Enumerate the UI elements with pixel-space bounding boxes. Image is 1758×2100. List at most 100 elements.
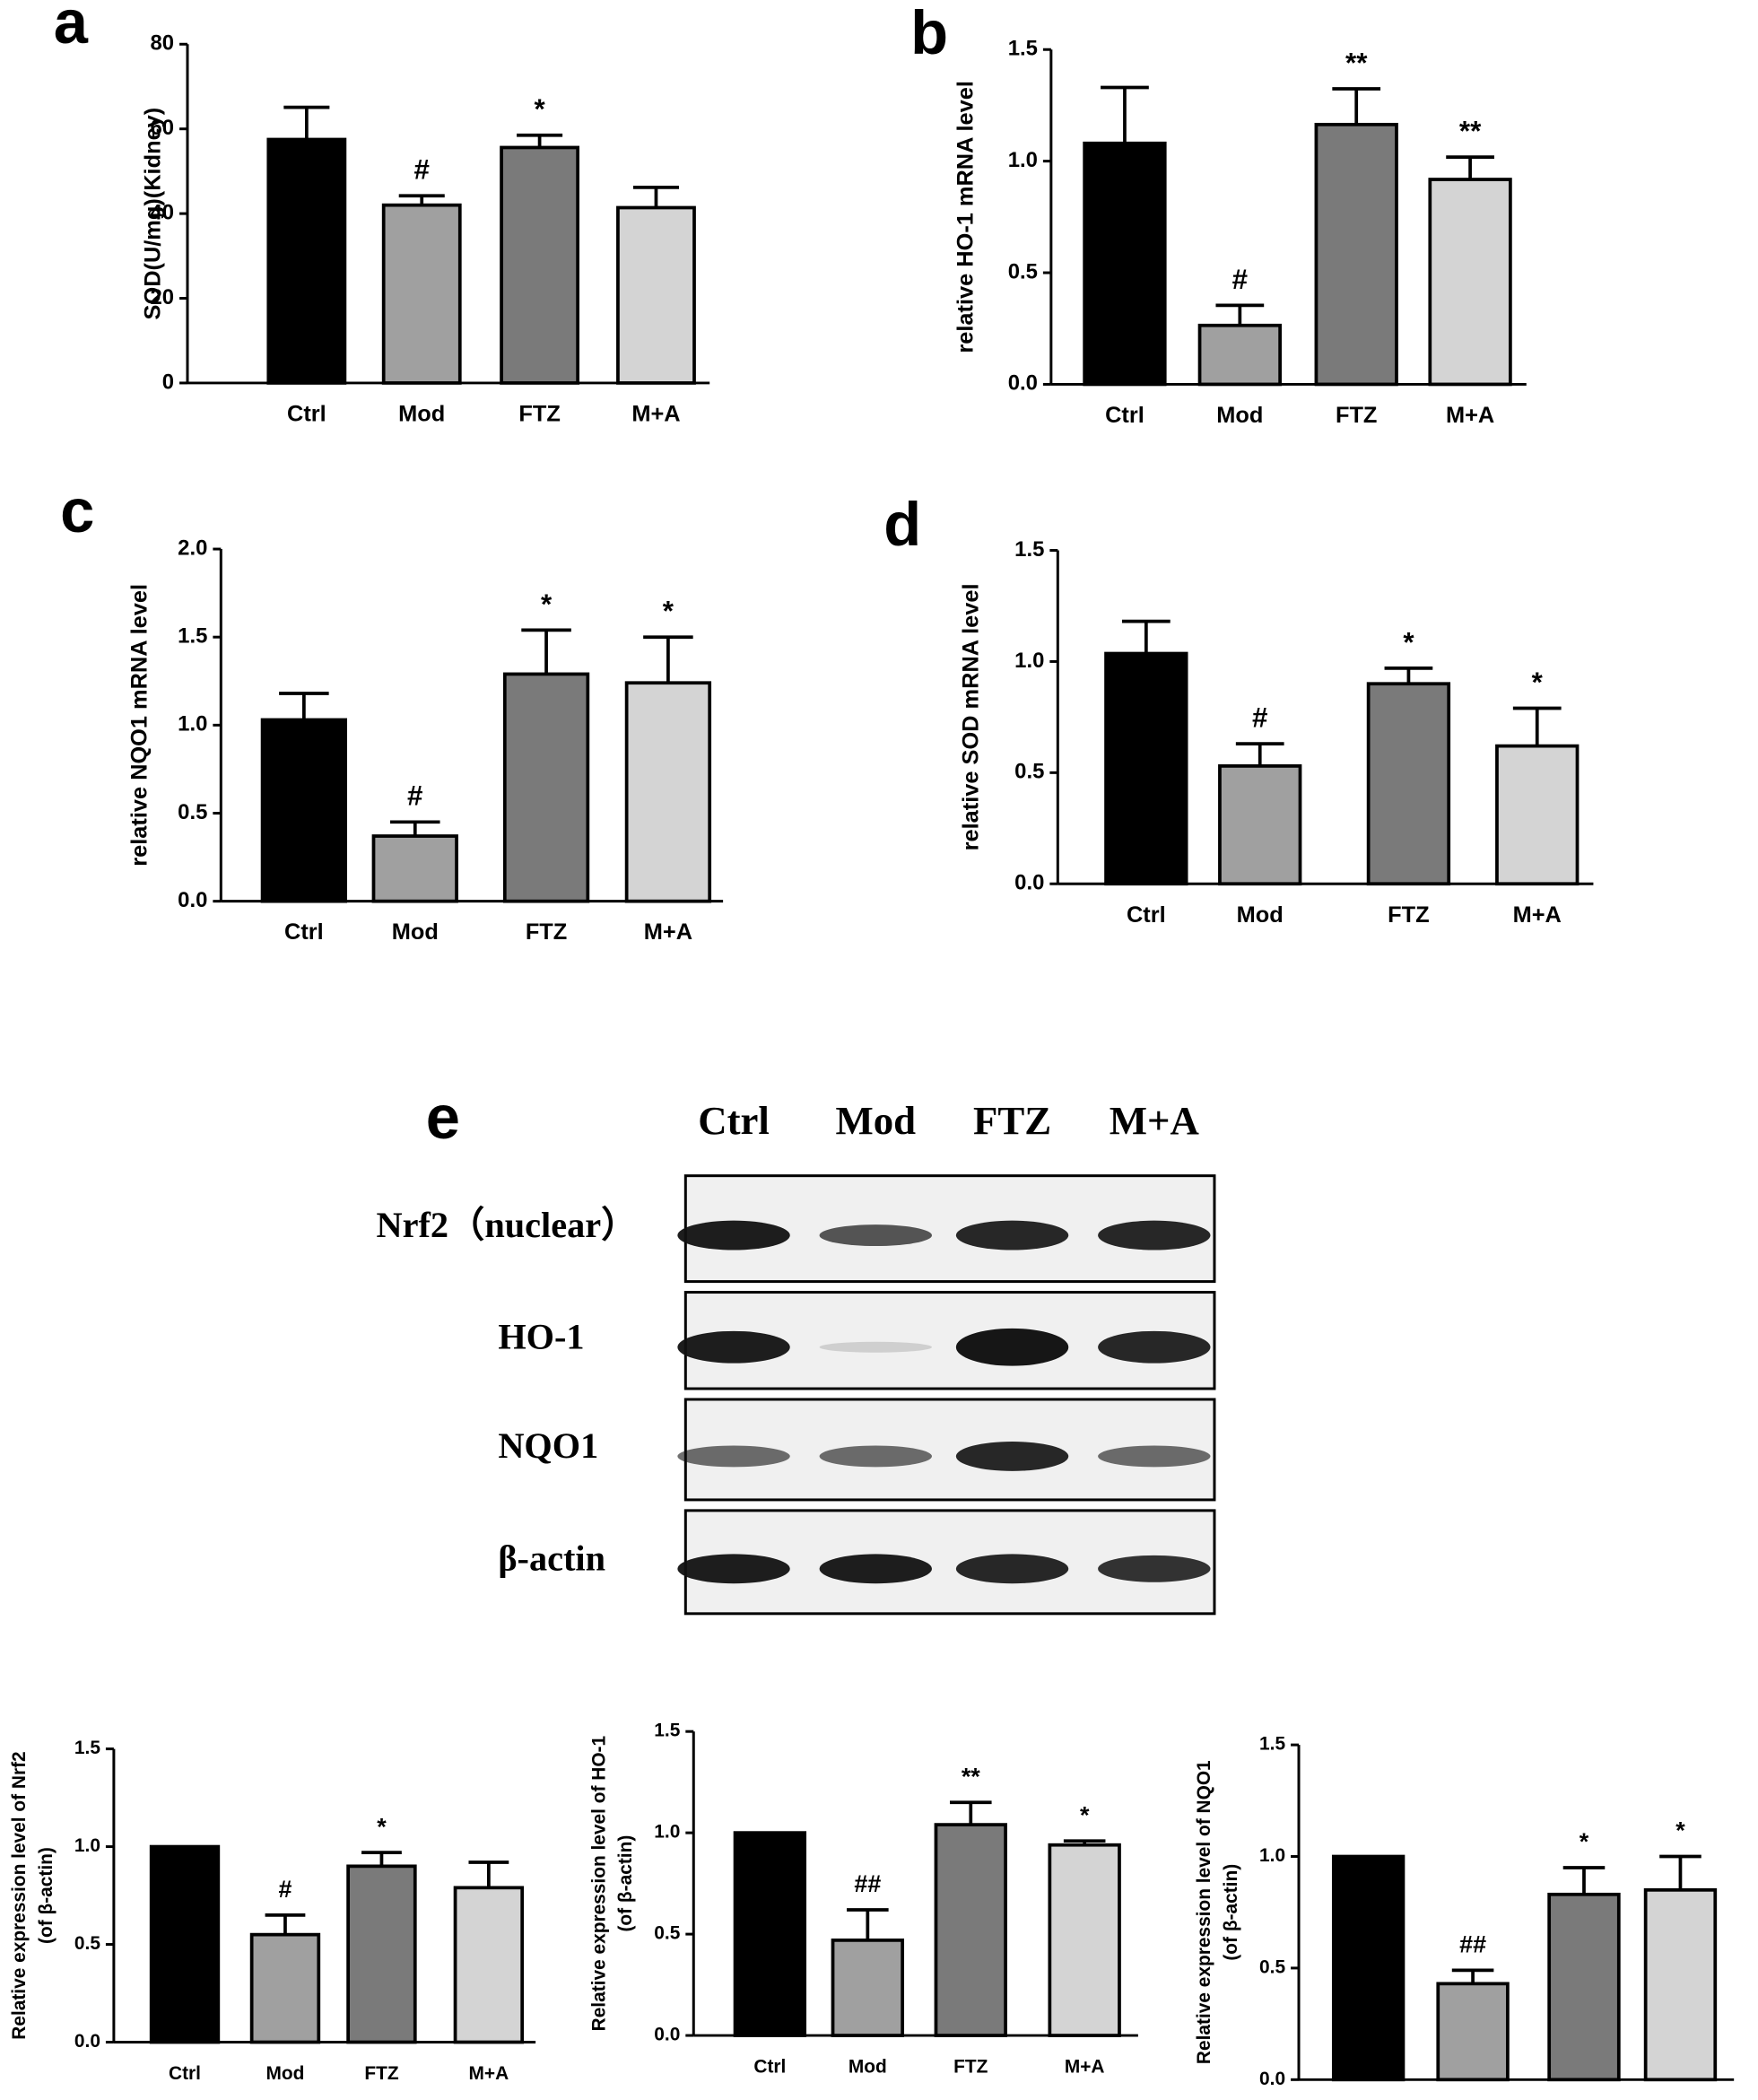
y-tick-label: 0.0 [654,2025,680,2045]
bar [500,145,580,385]
bar [381,203,462,385]
blot-band [819,1341,932,1353]
y-tick-label: 80 [151,31,175,56]
x-tick-label: FTZ [364,2063,399,2084]
y-axis-label: Relative expression level of NQO1 [1194,1760,1214,2064]
bar [1314,122,1398,387]
blot-row-label: HO-1 [498,1317,584,1357]
panel-letter: b [910,0,948,67]
y-tick-label: 2.0 [178,536,207,560]
blot-band [819,1224,932,1247]
y-axis-label: (of β-actin) [36,1847,57,1944]
x-tick-label: FTZ [953,2056,988,2077]
significance-mark: ** [1345,47,1368,78]
bar [502,672,590,903]
significance-mark: # [407,780,422,812]
blot-row-label: Nrf2（nuclear） [376,1205,637,1245]
y-tick-label: 1.5 [178,624,207,649]
bar [624,681,712,903]
y-tick-label: 60 [151,116,175,140]
y-tick-label: 0.5 [1014,760,1044,784]
bar [1048,1843,1121,2037]
blot-band [677,1445,790,1468]
y-tick-label: 1.5 [74,1738,100,1758]
lane-label: FTZ [973,1098,1051,1143]
blot-band [677,1554,790,1584]
blot-band [819,1445,932,1468]
y-tick-label: 0.0 [178,888,207,912]
y-axis-label: Relative expression level of Nrf2 [9,1751,30,2039]
y-tick-label: 0.0 [1014,871,1044,895]
bar [1083,141,1167,387]
panel-letter: d [883,490,921,559]
x-tick-label: FTZ [1336,403,1377,428]
bar [249,1932,321,2044]
figure-content: a SOD(U/mg)(Kidney) 0 20 40 60 80 Ctrl Mod # FTZ * M… [9,0,1735,2089]
bar [149,1844,221,2044]
y-tick-label: 40 [151,200,175,224]
significance-mark: ** [962,1763,980,1790]
y-tick-label: 0.0 [74,2031,100,2052]
x-tick-label: Ctrl [284,919,324,945]
y-axis-label: relative HO-1 mRNA level [953,81,979,353]
significance-mark: # [1252,702,1267,734]
blot-band [1098,1555,1211,1582]
bar [1104,651,1188,886]
y-tick-label: 0.0 [1259,2069,1285,2089]
y-tick-label: 1.0 [1008,148,1038,172]
lane-label: M+A [1110,1098,1199,1143]
lane-label: Ctrl [698,1098,770,1143]
significance-mark: # [414,154,430,186]
x-tick-label: Mod [1237,902,1284,928]
bar [934,1823,1007,2037]
significance-mark: * [1080,1801,1090,1828]
significance-mark: * [1403,626,1414,658]
blot-band [955,1554,1069,1584]
x-tick-label: FTZ [1388,902,1429,928]
blot-band [955,1220,1069,1250]
significance-mark: * [534,93,545,125]
y-tick-label: 0 [162,370,174,394]
blot-band [955,1328,1069,1366]
y-tick-label: 0.5 [1008,259,1038,283]
y-tick-label: 1.0 [178,712,207,736]
blot-band [1098,1330,1211,1364]
bar [1495,744,1580,886]
bar [1428,178,1512,387]
bar [346,1864,417,2044]
y-tick-label: 1.5 [1014,537,1044,562]
y-axis-label: SOD(U/mg)(Kidney) [140,108,165,320]
lane-label: Mod [836,1098,917,1143]
bar [1643,1887,1718,2082]
significance-mark: ## [854,1870,881,1897]
y-tick-label: 0.5 [178,800,207,824]
bar [1197,323,1282,387]
significance-mark: * [377,1813,387,1840]
panel-letter: e [426,1083,460,1152]
significance-mark: ** [1459,116,1482,147]
x-tick-label: Mod [392,919,439,945]
y-tick-label: 20 [151,285,175,309]
y-tick-label: 1.0 [74,1835,100,1856]
x-tick-label: M+A [1446,403,1494,428]
y-tick-label: 1.0 [1014,649,1044,673]
significance-mark: * [1580,1828,1589,1855]
y-axis-label: (of β-actin) [1221,1864,1241,1961]
significance-mark: * [663,596,674,627]
y-tick-label: 1.0 [1259,1845,1285,1866]
bar [1366,682,1451,886]
bar [733,1831,807,2037]
x-tick-label: M+A [1065,2056,1105,2077]
x-tick-label: Ctrl [169,2063,201,2084]
y-tick-label: 1.0 [654,1822,680,1843]
bar [1436,1982,1510,2082]
x-tick-label: Ctrl [287,401,326,426]
bar [831,1939,905,2037]
significance-mark: * [541,588,553,620]
blot-band [1098,1220,1211,1250]
y-tick-label: 1.5 [1259,1734,1285,1755]
y-axis-label: (of β-actin) [615,1835,636,1932]
bar [371,834,458,903]
y-tick-label: 0.0 [1008,371,1038,396]
